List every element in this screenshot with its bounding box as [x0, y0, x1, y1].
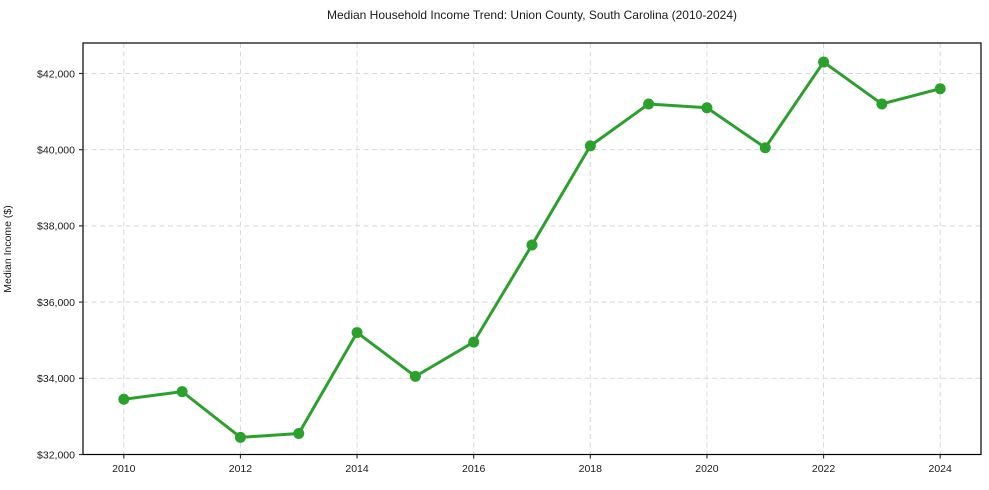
data-point-2015 — [409, 370, 421, 382]
data-point-2021 — [759, 142, 771, 154]
x-tick-label: 2012 — [229, 463, 253, 475]
data-point-2012 — [234, 431, 246, 443]
y-tick-label: $38,000 — [37, 221, 75, 233]
x-tick-label: 2018 — [579, 463, 603, 475]
x-tick-label: 2022 — [812, 463, 836, 475]
y-tick-label: $34,000 — [37, 373, 75, 385]
data-point-2020 — [701, 102, 713, 114]
x-tick-label: 2020 — [695, 463, 719, 475]
y-axis-label: Median Income ($) — [2, 205, 14, 293]
chart-title: Median Household Income Trend: Union Cou… — [326, 8, 738, 22]
data-point-2019 — [643, 98, 655, 110]
y-tick-label: $32,000 — [37, 449, 75, 461]
data-point-2017 — [526, 239, 538, 251]
y-tick-label: $40,000 — [37, 144, 75, 156]
data-point-2010 — [118, 393, 130, 405]
data-point-2013 — [293, 428, 305, 440]
x-tick-label: 2024 — [929, 463, 953, 475]
data-point-2023 — [876, 98, 888, 110]
data-point-2024 — [934, 83, 946, 95]
data-point-2018 — [584, 140, 596, 152]
data-point-2011 — [176, 386, 188, 398]
x-tick-label: 2016 — [462, 463, 486, 475]
data-point-2014 — [351, 327, 363, 339]
plot-frame — [82, 42, 982, 456]
data-point-2022 — [818, 56, 830, 68]
x-tick-label: 2010 — [112, 463, 136, 475]
y-tick-label: $42,000 — [37, 68, 75, 80]
y-tick-label: $36,000 — [37, 297, 75, 309]
x-tick-label: 2014 — [345, 463, 369, 475]
data-point-2016 — [468, 336, 480, 348]
